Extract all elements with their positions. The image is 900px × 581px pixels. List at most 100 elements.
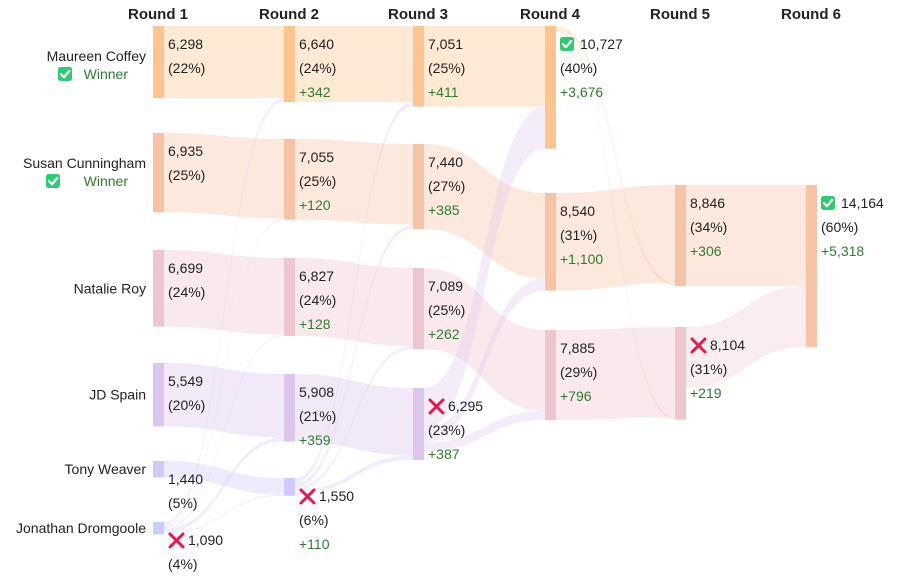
transfer-link-maureen-coffey-to-susan-cunningham-r5 xyxy=(556,26,675,287)
value-label-natalie-roy-r5: 8,104 xyxy=(710,337,745,353)
bar-susan-cunningham-round-2 xyxy=(284,139,295,220)
flow-links xyxy=(164,26,806,535)
percent-label-natalie-roy-r4: (29%) xyxy=(560,364,597,380)
flow-link-susan-cunningham-r2-to-r3 xyxy=(295,139,413,225)
percent-label-natalie-roy-r5: (31%) xyxy=(690,361,727,377)
value-label-jd-spain-r3: 6,295 xyxy=(448,398,483,414)
transfer-link-jonathan-dromgoole-to-susan-cunningham-r2 xyxy=(164,218,284,528)
flow-link-susan-cunningham-r3-to-r4 xyxy=(424,144,545,279)
transfer-link-jd-spain-to-susan-cunningham-r4 xyxy=(424,278,545,443)
percent-label-tony-weaver-r2: (6%) xyxy=(299,512,329,528)
percent-label-jd-spain-r1: (20%) xyxy=(168,397,205,413)
value-label-jd-spain-r1: 5,549 xyxy=(168,373,203,389)
candidate-name-tony-weaver: Tony Weaver xyxy=(65,461,147,477)
flow-link-natalie-roy-r4-to-r5 xyxy=(556,327,675,421)
flow-link-susan-cunningham-r1-to-r2 xyxy=(164,133,284,219)
transfer-link-jonathan-dromgoole-to-maureen-coffey-r2 xyxy=(164,98,284,526)
percent-label-maureen-coffey-r1: (22%) xyxy=(168,60,205,76)
gain-label-maureen-coffey-r2: +342 xyxy=(299,84,331,100)
percent-label-susan-cunningham-r1: (25%) xyxy=(168,167,205,183)
flow-link-natalie-roy-r2-to-r3 xyxy=(295,258,413,347)
bar-tony-weaver-round-1 xyxy=(153,461,164,478)
gain-label-susan-cunningham-r4: +1,100 xyxy=(560,251,603,267)
bar-jd-spain-round-1 xyxy=(153,363,164,427)
transfer-link-jonathan-dromgoole-to-jd-spain-r2 xyxy=(164,437,284,533)
flow-link-natalie-roy-r1-to-r2 xyxy=(164,250,284,335)
value-label-jd-spain-r2: 5,908 xyxy=(299,384,334,400)
bar-maureen-coffey-round-4 xyxy=(545,26,556,149)
flow-link-susan-cunningham-r5-to-r6 xyxy=(686,185,806,287)
flow-link-maureen-coffey-r3-to-r4 xyxy=(424,26,545,107)
bar-natalie-roy-round-3 xyxy=(413,268,424,350)
bar-maureen-coffey-round-3 xyxy=(413,26,424,107)
elected-check-icon-maureen-coffey-r4 xyxy=(560,37,574,51)
gain-label-maureen-coffey-r3: +411 xyxy=(428,84,459,100)
value-label-maureen-coffey-r1: 6,298 xyxy=(168,36,203,52)
gain-label-susan-cunningham-r3: +385 xyxy=(428,202,460,218)
value-label-maureen-coffey-r3: 7,051 xyxy=(428,36,463,52)
candidate-name-jd-spain: JD Spain xyxy=(89,387,146,403)
flow-link-tony-weaver-r1-to-r2 xyxy=(164,461,284,495)
round-header-4: Round 4 xyxy=(520,6,581,23)
value-label-maureen-coffey-r2: 6,640 xyxy=(299,36,334,52)
value-label-jonathan-dromgoole-r1: 1,090 xyxy=(188,532,223,548)
gain-label-jd-spain-r3: +387 xyxy=(428,446,460,462)
percent-label-natalie-roy-r1: (24%) xyxy=(168,284,205,300)
percent-label-maureen-coffey-r4: (40%) xyxy=(560,60,597,76)
transfer-link-jd-spain-to-natalie-roy-r4 xyxy=(424,411,545,452)
transfer-link-jd-spain-to-maureen-coffey-r4 xyxy=(424,106,545,431)
gain-label-susan-cunningham-r5: +306 xyxy=(690,243,722,259)
gain-label-natalie-roy-r4: +796 xyxy=(560,388,592,404)
flow-link-natalie-roy-r3-to-r4 xyxy=(424,268,545,412)
round-header-1: Round 1 xyxy=(128,6,188,23)
winner-label-maureen-coffey: Winner xyxy=(84,66,129,82)
eliminated-x-icon-jd-spain-r3 xyxy=(428,398,445,415)
candidate-name-susan-cunningham: Susan Cunningham xyxy=(23,155,146,171)
bar-susan-cunningham-round-6 xyxy=(806,185,817,347)
bar-natalie-roy-round-4 xyxy=(545,330,556,421)
winner-label-susan-cunningham: Winner xyxy=(84,173,129,189)
eliminated-x-icon-natalie-roy-r5 xyxy=(690,337,707,354)
value-label-natalie-roy-r4: 7,885 xyxy=(560,340,595,356)
percent-label-susan-cunningham-r4: (31%) xyxy=(560,227,597,243)
gain-label-susan-cunningham-r6: +5,318 xyxy=(821,243,864,259)
gain-label-natalie-roy-r2: +128 xyxy=(299,316,331,332)
winner-check-icon-maureen-coffey xyxy=(58,67,72,81)
candidate-name-jonathan-dromgoole: Jonathan Dromgoole xyxy=(16,520,146,536)
round-header-5: Round 5 xyxy=(650,6,710,23)
percent-label-natalie-roy-r3: (25%) xyxy=(428,302,465,318)
percent-label-natalie-roy-r2: (24%) xyxy=(299,292,336,308)
percent-label-maureen-coffey-r3: (25%) xyxy=(428,60,465,76)
gain-label-maureen-coffey-r4: +3,676 xyxy=(560,84,603,100)
value-label-susan-cunningham-r2: 7,055 xyxy=(299,149,334,165)
transfer-link-maureen-coffey-to-natalie-roy-r5 xyxy=(556,29,675,420)
bar-labels: 6,298 (22%) 6,935 (25%) 6,699 (24%) 5,549 (20%)… xyxy=(168,36,884,572)
percent-label-susan-cunningham-r5: (34%) xyxy=(690,219,727,235)
bar-jd-spain-round-2 xyxy=(284,374,295,442)
bar-susan-cunningham-round-5 xyxy=(675,185,686,287)
percent-label-maureen-coffey-r2: (24%) xyxy=(299,60,336,76)
bar-maureen-coffey-round-2 xyxy=(284,26,295,102)
transfer-link-tony-weaver-to-jd-spain-r3 xyxy=(295,455,413,495)
bar-jonathan-dromgoole-round-1 xyxy=(153,522,164,535)
value-label-tony-weaver-r1: 1,440 xyxy=(168,471,203,487)
transfer-link-tony-weaver-to-susan-cunningham-r3 xyxy=(295,224,413,488)
gain-label-tony-weaver-r2: +110 xyxy=(299,536,330,552)
bar-natalie-roy-round-1 xyxy=(153,250,164,327)
value-label-maureen-coffey-r4: 10,727 xyxy=(580,36,623,52)
percent-label-tony-weaver-r1: (5%) xyxy=(168,495,198,511)
gain-label-natalie-roy-r5: +219 xyxy=(690,385,722,401)
round-header-3: Round 3 xyxy=(388,6,448,23)
percent-label-jd-spain-r2: (21%) xyxy=(299,408,336,424)
value-label-natalie-roy-r2: 6,827 xyxy=(299,268,334,284)
value-label-susan-cunningham-r6: 14,164 xyxy=(841,195,884,211)
round-headers: Round 1 Round 2 Round 3 Round 4 Round 5 Round… xyxy=(128,6,841,23)
transfer-link-natalie-roy-to-susan-cunningham-r6 xyxy=(686,286,806,388)
gain-label-jd-spain-r2: +359 xyxy=(299,432,331,448)
transfer-link-tony-weaver-to-maureen-coffey-r3 xyxy=(295,101,413,483)
value-label-susan-cunningham-r4: 8,540 xyxy=(560,203,595,219)
value-label-susan-cunningham-r3: 7,440 xyxy=(428,154,463,170)
candidate-name-maureen-coffey: Maureen Coffey xyxy=(47,48,146,64)
elected-check-icon-susan-cunningham-r6 xyxy=(821,196,835,210)
